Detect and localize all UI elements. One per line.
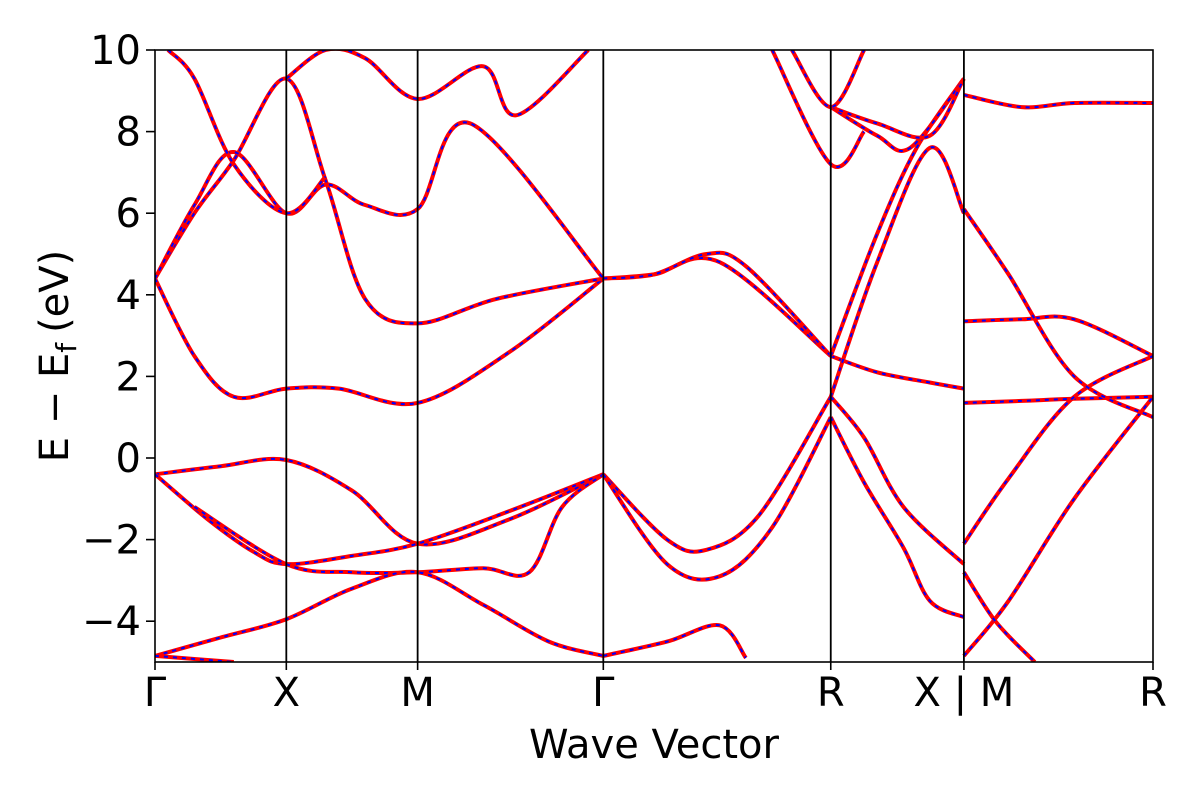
band-line-28 — [962, 207, 1153, 420]
band-line-24 — [963, 314, 1153, 358]
x-tick-label: X — [273, 670, 300, 716]
band-line-dashed-5 — [155, 277, 604, 406]
band-line-dashed-25 — [963, 395, 1153, 404]
y-tick-label: 8 — [116, 110, 141, 156]
band-line-dashed-8 — [167, 50, 327, 215]
band-line-22 — [790, 50, 866, 110]
band-line-dashed-29 — [963, 93, 1153, 109]
band-line-dashed-17 — [829, 146, 965, 398]
band-line-dashed-21 — [830, 78, 965, 139]
y-axis-ticks: −4 −2 0 2 4 6 8 10 — [82, 28, 155, 645]
x-tick-label: X | M — [913, 670, 1014, 716]
band-line-dashed-30 — [963, 571, 1036, 662]
x-axis-title: Wave Vector — [529, 722, 780, 768]
band-line-dashed-24 — [963, 315, 1153, 357]
band-line-dashed-16 — [829, 78, 965, 357]
band-line-18 — [829, 416, 965, 619]
y-axis-title-subscript: f — [50, 342, 83, 353]
band-line-dashed-6 — [155, 77, 604, 325]
band-line-23 — [770, 50, 866, 169]
band-line-5 — [155, 276, 605, 407]
y-axis-title-unit: (eV) — [32, 250, 78, 333]
band-line-dashed-20 — [830, 77, 965, 152]
band-line-26 — [962, 354, 1153, 545]
x-axis-ticks: Γ X M Γ R X | M R — [144, 662, 1167, 716]
band-line-dashed-26 — [963, 355, 1153, 545]
band-line-10 — [603, 255, 833, 358]
band-line-13 — [601, 416, 833, 582]
band-line-30 — [962, 571, 1037, 662]
band-line-dashed-12 — [602, 396, 832, 553]
band-lines — [155, 50, 1153, 662]
band-line-8 — [166, 50, 328, 216]
band-line-dashed-4 — [155, 654, 234, 662]
x-tick-label: R — [1139, 670, 1167, 716]
band-line-dashed-14 — [603, 624, 747, 659]
band-line-dashed-9 — [285, 50, 589, 117]
svg-text:E − Ef(eV): E − Ef (eV) — [32, 250, 83, 463]
band-line-11 — [603, 250, 833, 358]
high-symmetry-lines — [285, 50, 965, 662]
x-tick-label: Γ — [144, 670, 167, 716]
band-line-1 — [155, 472, 605, 567]
plot-frame — [154, 49, 1154, 663]
band-line-dashed-7 — [155, 121, 605, 280]
y-tick-label: −2 — [82, 518, 141, 564]
band-line-dashed-18 — [829, 416, 965, 619]
band-line-dashed-10 — [603, 256, 832, 357]
band-line-3 — [155, 569, 604, 658]
band-line-dashed-0 — [155, 457, 604, 546]
band-line-dashed-27 — [963, 396, 1153, 657]
x-tick-label: M — [400, 670, 435, 716]
y-tick-label: 2 — [116, 354, 141, 400]
y-tick-label: 10 — [90, 28, 141, 74]
y-tick-label: 0 — [116, 436, 141, 482]
y-tick-label: −4 — [82, 599, 141, 645]
band-line-dashed-22 — [791, 50, 865, 109]
x-tick-label: R — [817, 670, 845, 716]
band-line-dashed-2 — [193, 473, 604, 577]
y-tick-label: 4 — [116, 273, 141, 319]
band-line-dashed-3 — [155, 570, 604, 657]
band-line-9 — [285, 50, 590, 118]
band-line-2 — [193, 472, 605, 578]
y-axis-title-main: E − E — [32, 353, 78, 463]
band-line-dashed-13 — [602, 416, 832, 581]
band-line-15 — [830, 354, 965, 391]
y-tick-label: 6 — [116, 191, 141, 237]
band-line-6 — [155, 76, 604, 326]
x-tick-label: Γ — [592, 670, 615, 716]
band-line-dashed-28 — [963, 208, 1153, 419]
band-line-dashed-23 — [771, 50, 865, 168]
band-line-dashed-19 — [830, 396, 965, 565]
y-axis-title: E − Ef (eV) — [32, 250, 83, 463]
band-line-14 — [602, 623, 748, 660]
band-line-dashed-11 — [603, 251, 832, 357]
band-line-dashed-15 — [830, 355, 965, 390]
